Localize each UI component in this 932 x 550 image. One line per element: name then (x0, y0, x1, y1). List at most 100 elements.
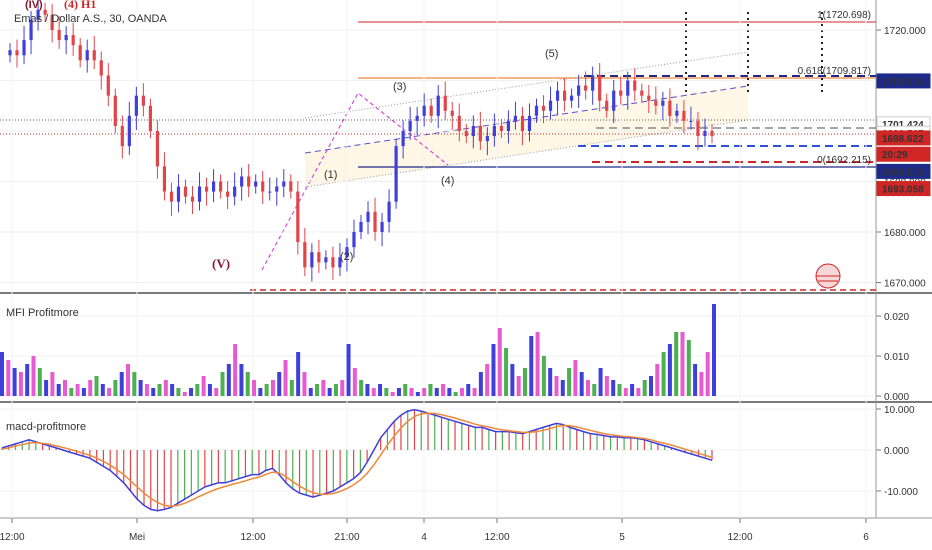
candle-body (254, 181, 258, 187)
candle (22, 25, 26, 65)
mfi-bar-series[interactable] (0, 304, 716, 396)
mfi-bar (88, 380, 93, 396)
candle-body (429, 105, 433, 116)
candle-body (29, 19, 33, 41)
candle-body (408, 120, 412, 131)
candle (120, 115, 124, 159)
candle-body (57, 30, 61, 41)
mfi-bar (308, 388, 313, 396)
signal-line[interactable] (1, 412, 713, 507)
candle (15, 39, 19, 68)
candle (352, 219, 356, 258)
candle (43, 2, 47, 22)
candle-body (471, 125, 475, 137)
candle (562, 78, 567, 112)
candle-body (296, 191, 300, 243)
macd-histogram[interactable] (1, 409, 713, 511)
candle (331, 246, 335, 280)
mfi-bar (63, 380, 68, 396)
candle (226, 180, 230, 210)
candle-body (197, 186, 202, 202)
mfi-bar (459, 388, 464, 396)
candle-body (492, 125, 496, 137)
candle (50, 4, 54, 43)
price-tag: 1698.622 (876, 130, 931, 146)
macd-axis-ticks: -10.000 0.000 10.000 (876, 405, 918, 498)
candle-body (226, 191, 230, 197)
candle-body (338, 257, 342, 268)
mfi-bar (434, 388, 439, 396)
candle-body (457, 115, 461, 131)
candle-body (506, 120, 511, 131)
mfi-bar (252, 380, 257, 396)
mfi-bar (396, 388, 401, 396)
time-tick-label: 21:00 (334, 532, 359, 543)
mfi-bar (44, 380, 49, 396)
mfi-bar (403, 384, 408, 396)
candle (513, 101, 518, 130)
mfi-bar (655, 364, 660, 396)
candle-body (605, 100, 609, 111)
candle (310, 243, 314, 282)
mfi-bar (522, 368, 527, 396)
candle (640, 83, 644, 103)
mfi-bar (214, 388, 219, 396)
time-tick-label: 12:00 (240, 532, 265, 543)
channel-mid-line (304, 85, 749, 154)
candle (703, 118, 707, 147)
candle (471, 115, 475, 149)
candle-body (359, 221, 363, 232)
wave-label-iv: (IV) (25, 0, 43, 11)
candle-body (190, 196, 195, 202)
price-tag-text: 20:29 (882, 150, 908, 161)
candle-body (204, 186, 209, 192)
mfi-bar (378, 384, 383, 396)
candle (436, 85, 440, 129)
mfi-bar (680, 332, 685, 396)
candle-body (92, 50, 96, 61)
mfi-bar (81, 388, 86, 396)
candle-body (661, 100, 665, 106)
mfi-bar (592, 384, 597, 396)
mfi-bar (94, 376, 99, 396)
economic-event-icon[interactable] (815, 263, 841, 289)
symbol-title[interactable]: Emas / Dollar A.S., 30, OANDA (14, 13, 167, 25)
price-channel[interactable] (304, 51, 749, 188)
mfi-tick-label: 0.010 (884, 352, 909, 363)
candlestick-series[interactable] (8, 0, 714, 282)
mfi-bar (686, 340, 691, 396)
candle (457, 103, 461, 142)
time-tick-label: 12:00 (0, 532, 25, 543)
mfi-tick-label: 0.020 (884, 312, 909, 323)
mfi-bar (327, 388, 332, 396)
mfi-bar (352, 368, 357, 396)
mfi-bar (207, 384, 212, 396)
candle (303, 227, 307, 277)
candle-body (570, 95, 574, 101)
candle-body (703, 131, 707, 137)
mfi-bar (466, 384, 471, 396)
candle-body (682, 110, 686, 121)
mfi-bar (226, 364, 231, 396)
candle (675, 103, 679, 123)
macd-line[interactable] (1, 409, 713, 512)
macd-pane-title[interactable]: macd-profitmore (6, 421, 86, 433)
mfi-bar (472, 388, 477, 396)
candle-body (141, 95, 145, 106)
mfi-axis-ticks: 0.000 0.010 0.020 (876, 312, 909, 403)
price-tag: 1696.210 (876, 163, 931, 179)
candle (380, 213, 384, 247)
candle (633, 68, 637, 102)
candle (275, 177, 279, 206)
candle (345, 238, 349, 272)
mfi-pane-title[interactable]: MFI Profitmore (6, 307, 79, 319)
wave-annotation-2: (2) (340, 251, 353, 263)
mfi-bar (674, 332, 679, 396)
candle (99, 51, 103, 90)
mfi-bar (170, 384, 175, 396)
mfi-bar (371, 388, 376, 396)
candle (324, 250, 328, 270)
mfi-bar (245, 372, 250, 396)
candle-body (668, 100, 672, 116)
